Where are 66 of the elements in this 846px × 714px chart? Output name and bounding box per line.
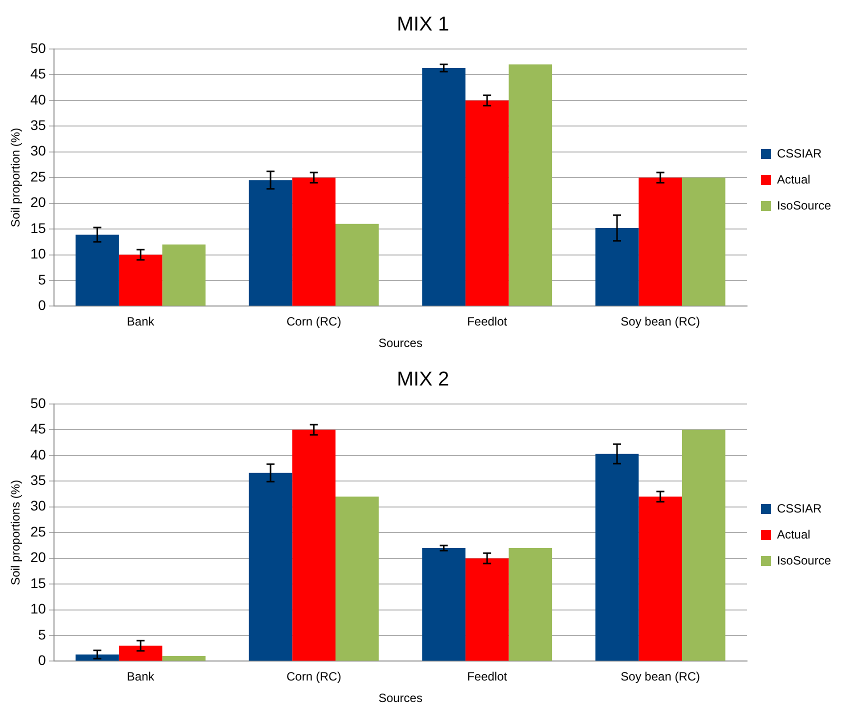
bar bbox=[248, 472, 292, 661]
x-tick-label: Bank bbox=[126, 314, 156, 329]
bar bbox=[162, 244, 206, 306]
x-axis-title: Sources bbox=[378, 691, 422, 706]
bar bbox=[682, 430, 726, 661]
x-tick-label: Corn (RC) bbox=[286, 314, 342, 329]
bar bbox=[682, 178, 726, 306]
y-tick-label: 20 bbox=[30, 194, 46, 210]
y-tick-label: 50 bbox=[30, 40, 46, 56]
bar bbox=[422, 548, 466, 661]
legend-label: IsoSource bbox=[776, 198, 832, 212]
bar bbox=[508, 64, 552, 306]
bar bbox=[118, 646, 162, 661]
y-tick-label: 25 bbox=[30, 523, 46, 540]
x-tick-label: Bank bbox=[126, 670, 156, 684]
y-tick-label: 0 bbox=[38, 297, 46, 314]
x-tick-label: Feedlot bbox=[467, 314, 508, 329]
bar bbox=[248, 180, 292, 306]
bar bbox=[76, 234, 119, 306]
y-tick-label: 35 bbox=[30, 472, 46, 488]
y-tick-label: 5 bbox=[38, 271, 46, 288]
x-tick-label: Corn (RC) bbox=[286, 670, 342, 684]
bar bbox=[118, 254, 162, 306]
bar bbox=[292, 178, 336, 306]
x-tick-label: Soy bean (RC) bbox=[620, 670, 700, 684]
x-axis-title: Sources bbox=[378, 336, 422, 350]
bar bbox=[595, 228, 639, 306]
y-tick-label: 10 bbox=[30, 600, 46, 617]
bar bbox=[465, 558, 509, 661]
y-tick-label: 50 bbox=[30, 394, 46, 411]
y-tick-label: 5 bbox=[38, 626, 46, 642]
bar bbox=[595, 454, 639, 661]
y-tick-label: 10 bbox=[30, 246, 46, 262]
y-tick-label: 15 bbox=[30, 220, 46, 236]
bar bbox=[162, 656, 206, 661]
bar bbox=[76, 654, 119, 661]
bar bbox=[336, 496, 379, 661]
legend-label: Actual bbox=[776, 172, 810, 186]
bar bbox=[292, 430, 336, 661]
y-tick-label: 45 bbox=[30, 66, 46, 82]
y-tick-label: 30 bbox=[30, 142, 46, 159]
y-tick-label: 20 bbox=[30, 549, 46, 566]
y-tick-label: 45 bbox=[30, 420, 46, 437]
x-tick-label: Soy bean (RC) bbox=[620, 314, 700, 329]
legend-label: Actual bbox=[776, 527, 810, 542]
y-tick-label: 30 bbox=[30, 498, 46, 514]
legend-label: CSSIAR bbox=[776, 146, 822, 160]
bar bbox=[336, 224, 379, 306]
y-tick-label: 25 bbox=[30, 168, 46, 184]
bar bbox=[508, 548, 552, 661]
bar bbox=[422, 68, 466, 306]
bar bbox=[638, 496, 682, 661]
y-tick-label: 15 bbox=[30, 574, 46, 591]
bar bbox=[465, 100, 509, 306]
y-axis-title: Soil proportion (%) bbox=[8, 128, 23, 228]
y-tick-label: 40 bbox=[30, 91, 46, 108]
y-tick-label: 40 bbox=[30, 446, 46, 462]
y-tick-label: 35 bbox=[30, 117, 46, 134]
legend-label: CSSIAR bbox=[776, 501, 822, 516]
chart-title: MIX 2 bbox=[396, 368, 450, 391]
x-tick-label: Feedlot bbox=[467, 670, 508, 684]
bar bbox=[638, 178, 682, 306]
chart-title: MIX 1 bbox=[396, 14, 450, 36]
y-axis-title: Soil proportions (%) bbox=[8, 480, 23, 586]
y-tick-label: 0 bbox=[38, 652, 46, 668]
legend-label: IsoSource bbox=[776, 553, 832, 568]
